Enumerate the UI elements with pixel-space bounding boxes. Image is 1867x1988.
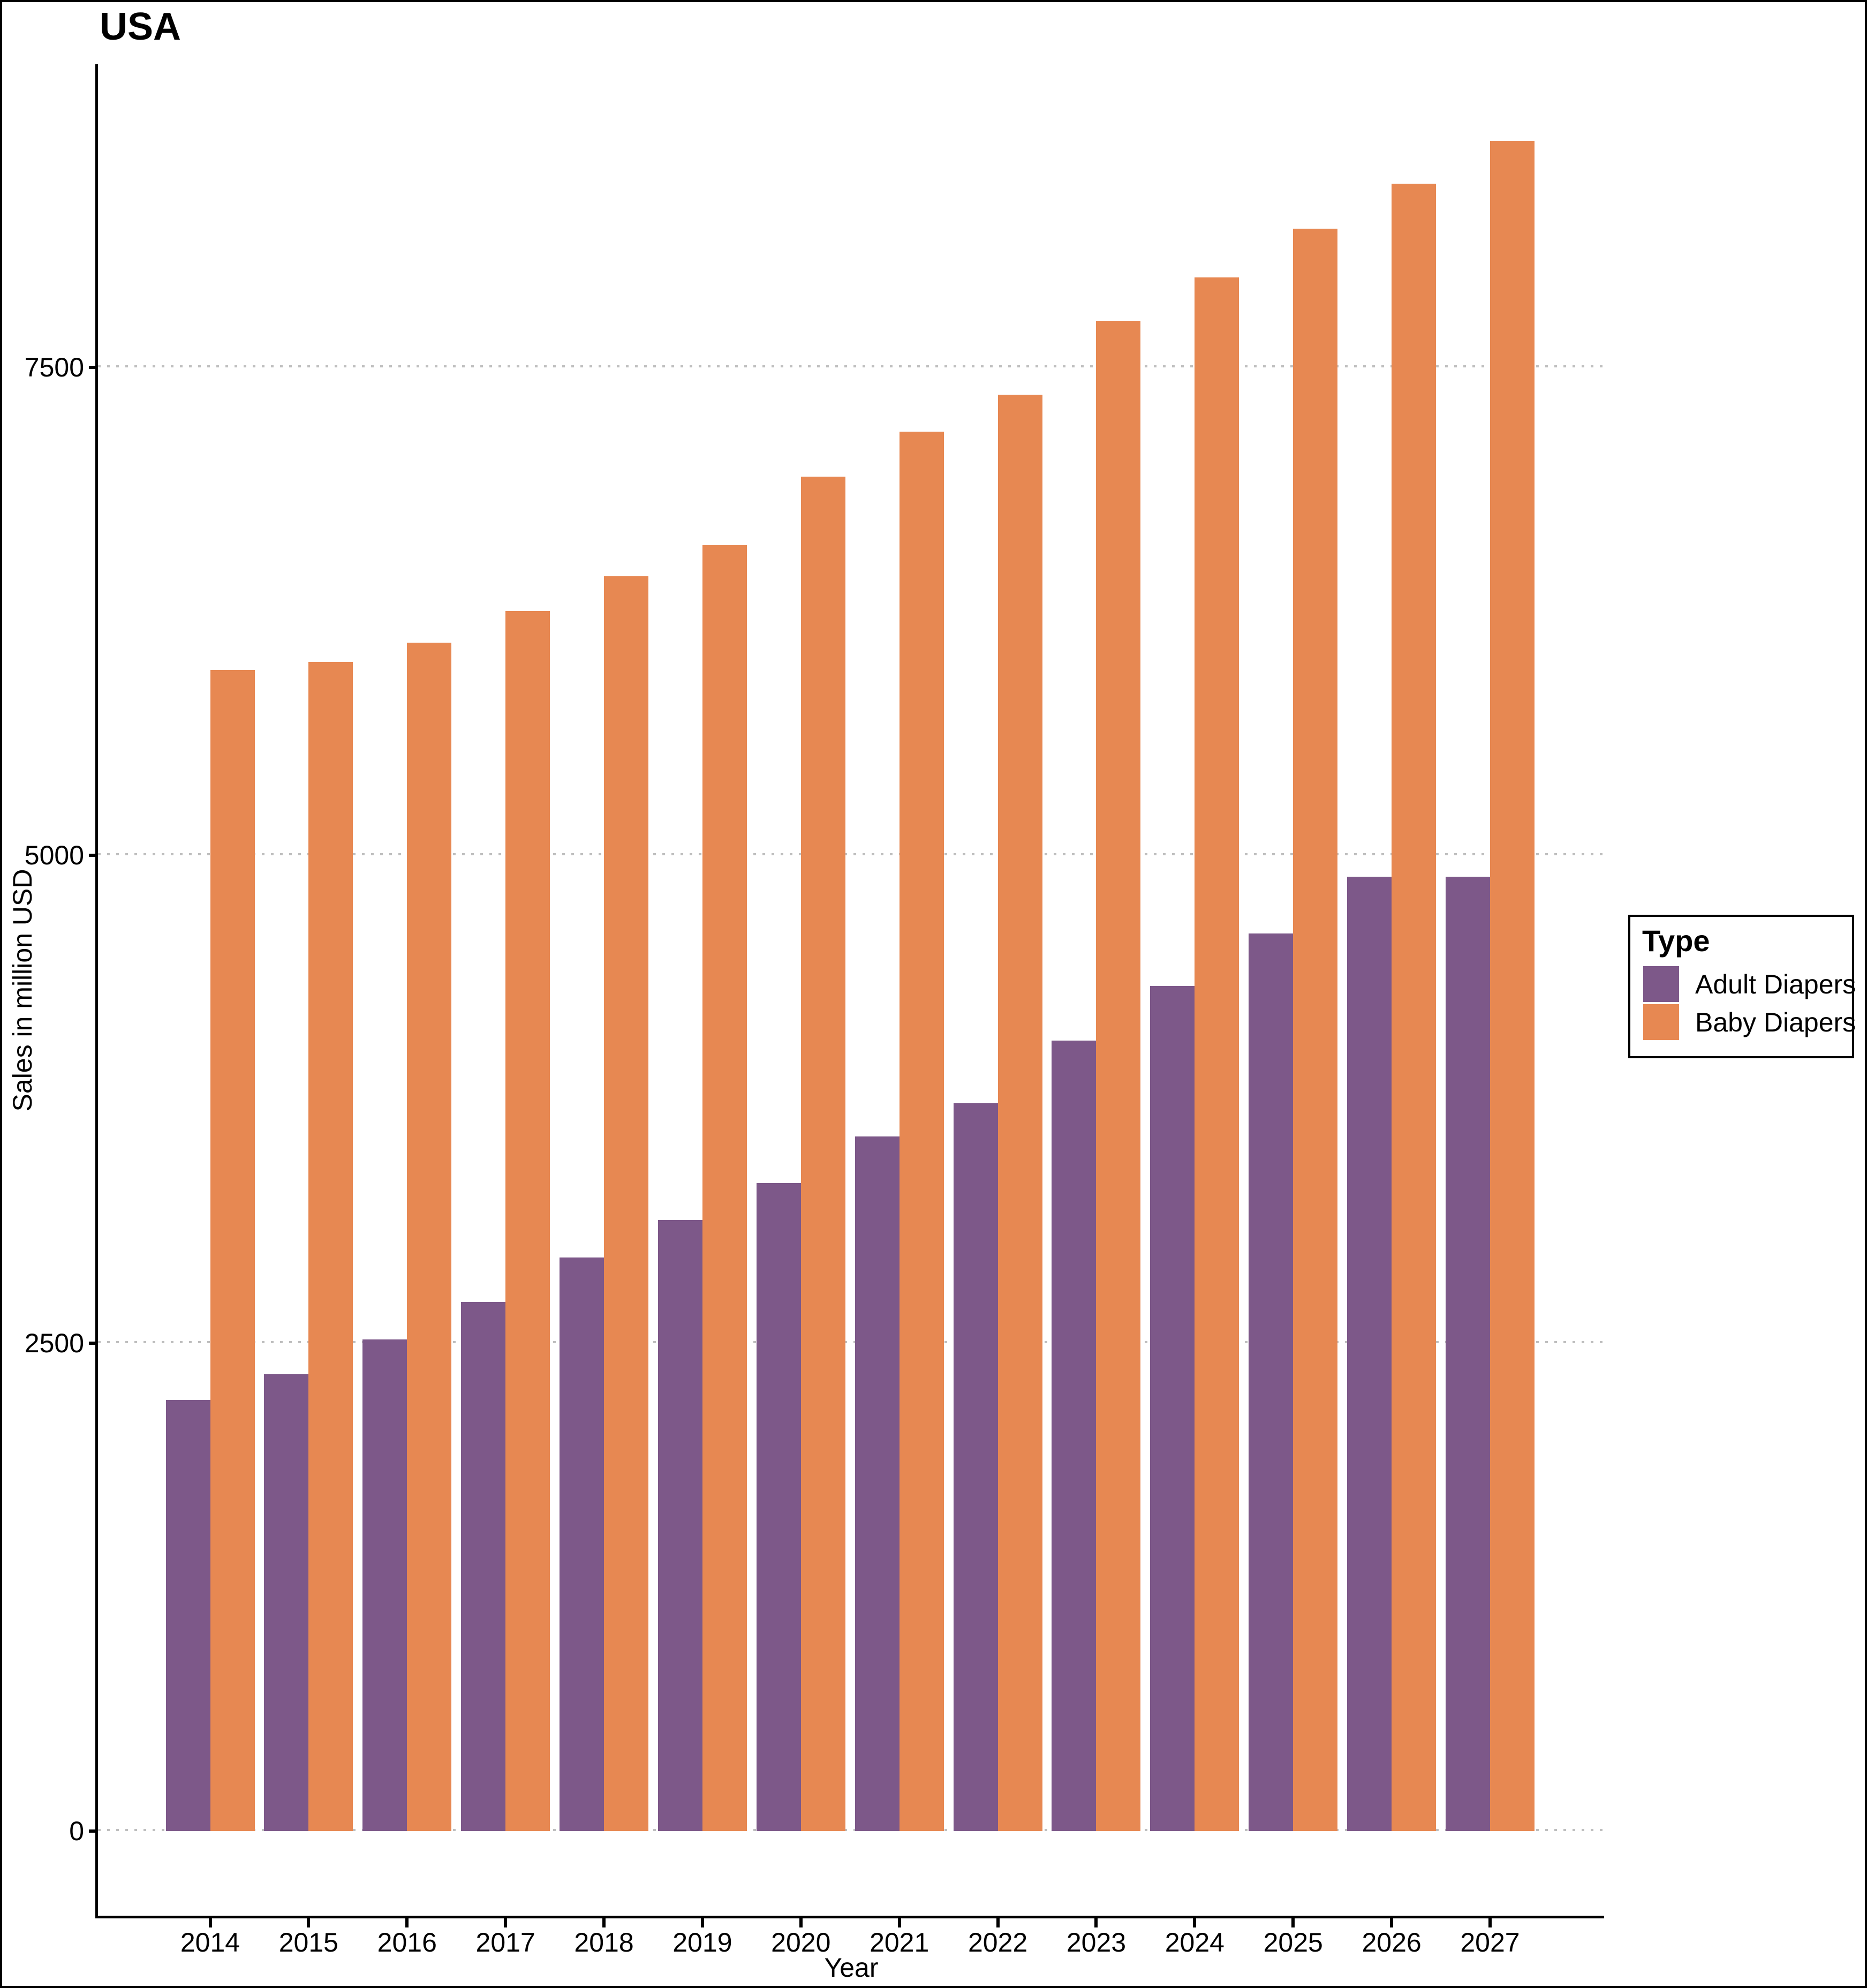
bar-adult-diapers-2015: [264, 1374, 309, 1831]
x-axis-tick: [1193, 1916, 1197, 1927]
x-axis-tick-label-2024: 2024: [1165, 1927, 1224, 1957]
legend-item-adult-diapers: Adult Diapers: [1643, 966, 1856, 1002]
x-axis-tick-label-2014: 2014: [180, 1927, 240, 1957]
x-axis-tick-label-2020: 2020: [771, 1927, 831, 1957]
gridline-2500: [98, 1341, 1603, 1343]
y-axis-tick-label-7500: 7500: [24, 352, 84, 382]
bar-baby-diapers-2020: [800, 477, 845, 1831]
x-axis-tick: [1390, 1916, 1394, 1927]
x-axis-tick: [1291, 1916, 1295, 1927]
gridline-7500: [98, 365, 1603, 367]
bar-adult-diapers-2014: [165, 1400, 210, 1831]
x-axis-tick-label-2022: 2022: [967, 1927, 1028, 1957]
bar-baby-diapers-2017: [505, 611, 550, 1831]
bar-baby-diapers-2023: [1096, 321, 1141, 1831]
x-axis-tick: [996, 1916, 1000, 1927]
bar-adult-diapers-2027: [1446, 877, 1490, 1831]
x-axis-tick: [504, 1916, 508, 1927]
bar-adult-diapers-2016: [362, 1339, 407, 1831]
y-axis-tick: [89, 1829, 98, 1833]
y-axis-tick-label-0: 0: [69, 1816, 84, 1846]
x-axis-tick: [1094, 1916, 1098, 1927]
x-axis-tick: [405, 1916, 409, 1927]
chart-title: USA: [100, 5, 182, 48]
bar-adult-diapers-2022: [953, 1103, 998, 1831]
y-axis-tick-label-5000: 5000: [24, 840, 84, 870]
legend-swatch-adult-diapers: [1643, 966, 1679, 1002]
gridline-5000: [98, 853, 1603, 855]
bar-baby-diapers-2024: [1195, 277, 1239, 1831]
bar-adult-diapers-2017: [461, 1302, 506, 1831]
bar-baby-diapers-2027: [1490, 141, 1535, 1831]
bar-baby-diapers-2025: [1293, 229, 1338, 1831]
x-axis-tick-label-2018: 2018: [574, 1927, 634, 1957]
x-axis-tick: [897, 1916, 901, 1927]
x-axis-tick: [700, 1916, 704, 1927]
bar-adult-diapers-2018: [560, 1257, 604, 1831]
x-axis-tick-label-2021: 2021: [870, 1927, 929, 1957]
y-axis-line: [95, 64, 98, 1918]
bar-adult-diapers-2024: [1150, 986, 1195, 1831]
x-axis-tick-label-2027: 2027: [1460, 1927, 1520, 1957]
bar-adult-diapers-2019: [657, 1220, 702, 1831]
x-axis-tick-label-2017: 2017: [475, 1927, 535, 1957]
bar-baby-diapers-2019: [702, 545, 747, 1831]
legend-swatch-baby-diapers: [1643, 1004, 1679, 1040]
y-axis-title: Sales in million USD: [7, 869, 37, 1112]
x-axis-tick-label-2019: 2019: [672, 1927, 732, 1957]
x-axis-tick: [602, 1916, 606, 1927]
bar-baby-diapers-2016: [407, 643, 452, 1831]
x-axis-tick: [799, 1916, 803, 1927]
bar-adult-diapers-2021: [855, 1136, 900, 1831]
bar-baby-diapers-2026: [1392, 184, 1437, 1831]
x-axis-tick-label-2015: 2015: [278, 1927, 338, 1957]
x-axis-tick-label-2026: 2026: [1362, 1927, 1422, 1957]
bar-baby-diapers-2018: [604, 576, 649, 1831]
bar-adult-diapers-2025: [1249, 933, 1294, 1831]
legend-item-baby-diapers: Baby Diapers: [1643, 1004, 1856, 1040]
bar-adult-diapers-2020: [756, 1183, 801, 1831]
legend-rows: Adult Diapers Baby Diapers: [1643, 966, 1856, 1040]
gridline-0: [98, 1829, 1603, 1831]
bar-baby-diapers-2015: [308, 662, 353, 1831]
y-axis-tick: [89, 366, 98, 369]
bar-baby-diapers-2022: [997, 395, 1042, 1831]
x-axis-tick-label-2023: 2023: [1066, 1927, 1127, 1957]
legend: Type Adult Diapers Baby Diapers: [1628, 915, 1856, 1058]
y-axis-tick-label-2500: 2500: [24, 1328, 84, 1358]
x-axis-tick: [1488, 1916, 1492, 1927]
y-axis-tick: [89, 1342, 98, 1345]
x-axis-tick-label-2025: 2025: [1263, 1927, 1323, 1957]
legend-title: Type: [1642, 924, 1710, 958]
x-axis-tick: [208, 1916, 212, 1927]
x-axis-title: Year: [824, 1953, 879, 1983]
legend-label-adult-diapers: Adult Diapers: [1695, 969, 1856, 999]
bar-baby-diapers-2014: [210, 670, 255, 1831]
x-axis-tick: [307, 1916, 311, 1927]
bar-baby-diapers-2021: [899, 432, 944, 1831]
bar-adult-diapers-2023: [1052, 1041, 1097, 1831]
y-axis-tick: [89, 854, 98, 857]
x-axis-line: [95, 1916, 1604, 1918]
legend-label-baby-diapers: Baby Diapers: [1695, 1007, 1856, 1037]
bar-adult-diapers-2026: [1347, 877, 1392, 1831]
x-axis-tick-label-2016: 2016: [377, 1927, 437, 1957]
